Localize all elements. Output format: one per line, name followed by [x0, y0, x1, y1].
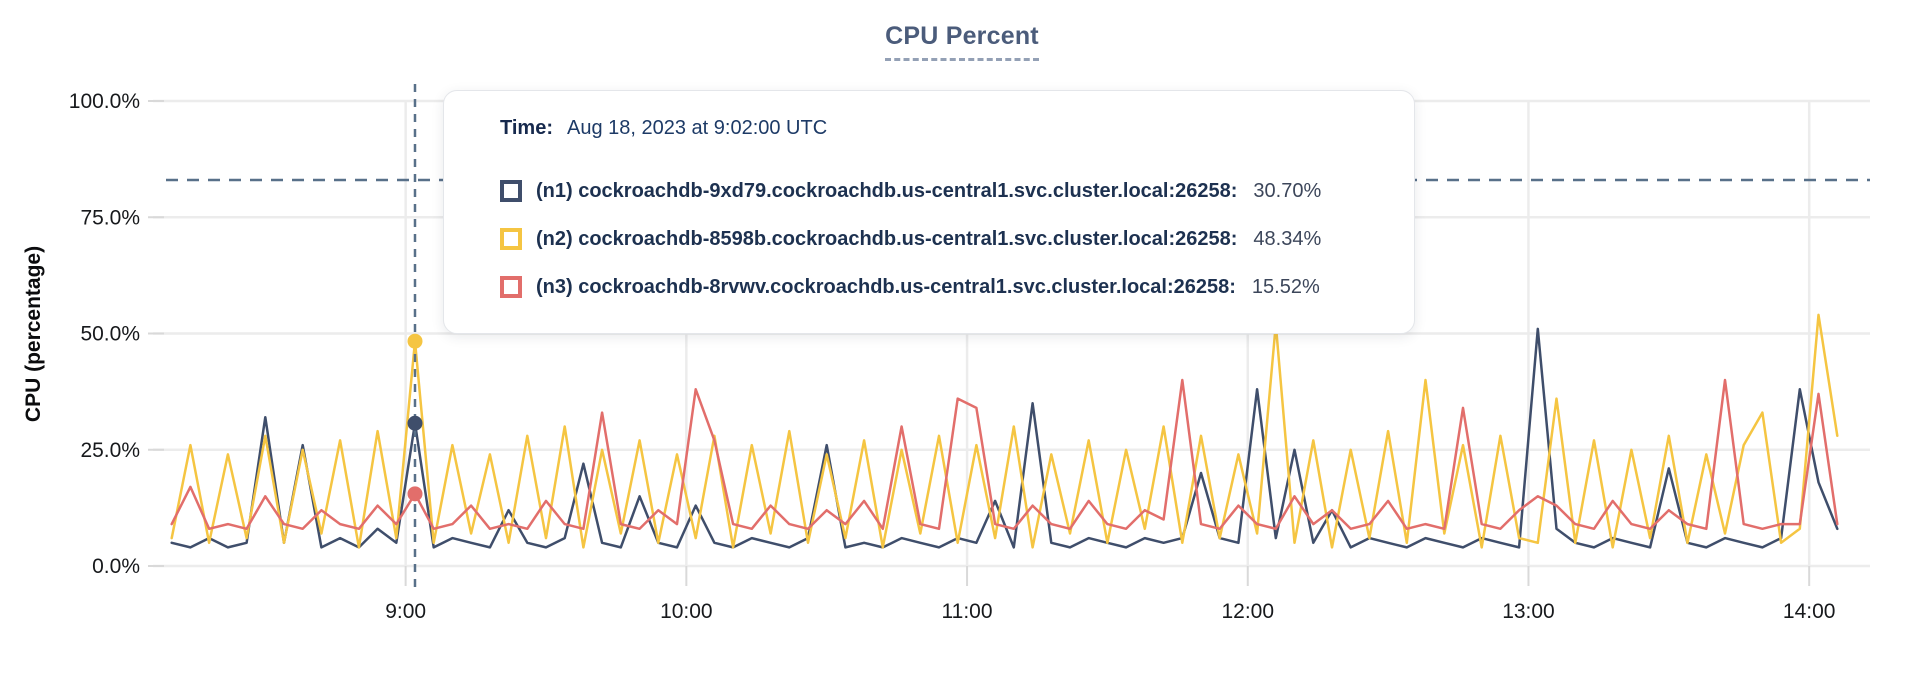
series-line-n1 — [170, 327, 1839, 549]
tooltip-series-label: (n3) cockroachdb-8rvwv.cockroachdb.us-ce… — [536, 275, 1236, 298]
y-tick-label: 75.0% — [80, 206, 140, 229]
y-tick-label: 50.0% — [80, 323, 140, 346]
tooltip-series-row-n1: (n1) cockroachdb-9xd79.cockroachdb.us-ce… — [500, 167, 1374, 215]
tooltip-series-row-n3: (n3) cockroachdb-8rvwv.cockroachdb.us-ce… — [500, 263, 1374, 311]
y-tick-label: 0.0% — [92, 555, 140, 578]
x-tick-label: 12:00 — [1221, 600, 1274, 623]
x-tick-label: 14:00 — [1783, 600, 1836, 623]
y-axis-title: CPU (percentage) — [22, 246, 45, 422]
hover-dot-n2 — [407, 333, 423, 349]
series-n2-swatch-icon — [500, 228, 522, 250]
hover-dot-n3 — [407, 486, 423, 502]
y-tick-label: 100.0% — [69, 90, 140, 113]
x-tick-label: 10:00 — [660, 600, 713, 623]
x-tick-label: 11:00 — [942, 600, 993, 623]
chart-tooltip: Time: Aug 18, 2023 at 9:02:00 UTC (n1) co… — [443, 90, 1415, 334]
tooltip-time-row: Time: Aug 18, 2023 at 9:02:00 UTC — [500, 115, 1374, 141]
tooltip-series-value: 30.70% — [1253, 179, 1322, 202]
y-tick-label: 25.0% — [80, 439, 140, 462]
x-tick-label: 9:00 — [385, 600, 426, 623]
series-n1-swatch-icon — [500, 180, 522, 202]
tooltip-series-label: (n2) cockroachdb-8598b.cockroachdb.us-ce… — [536, 227, 1238, 250]
chart-title-wrap: CPU Percent — [0, 22, 1924, 61]
tooltip-series-value: 15.52% — [1251, 275, 1320, 298]
tooltip-time-label: Time: — [500, 117, 553, 139]
hover-dot-n1 — [407, 415, 423, 431]
series-n3-swatch-icon — [500, 276, 522, 298]
x-tick-label: 13:00 — [1502, 600, 1555, 623]
tooltip-series-row-n2: (n2) cockroachdb-8598b.cockroachdb.us-ce… — [500, 215, 1374, 263]
tooltip-series-value: 48.34% — [1253, 227, 1322, 250]
series-line-n3 — [170, 378, 1839, 531]
tooltip-time-value: Aug 18, 2023 at 9:02:00 UTC — [566, 117, 828, 139]
chart-title: CPU Percent — [885, 22, 1039, 61]
series-line-n2 — [170, 313, 1839, 549]
tooltip-series-label: (n1) cockroachdb-9xd79.cockroachdb.us-ce… — [536, 179, 1238, 202]
